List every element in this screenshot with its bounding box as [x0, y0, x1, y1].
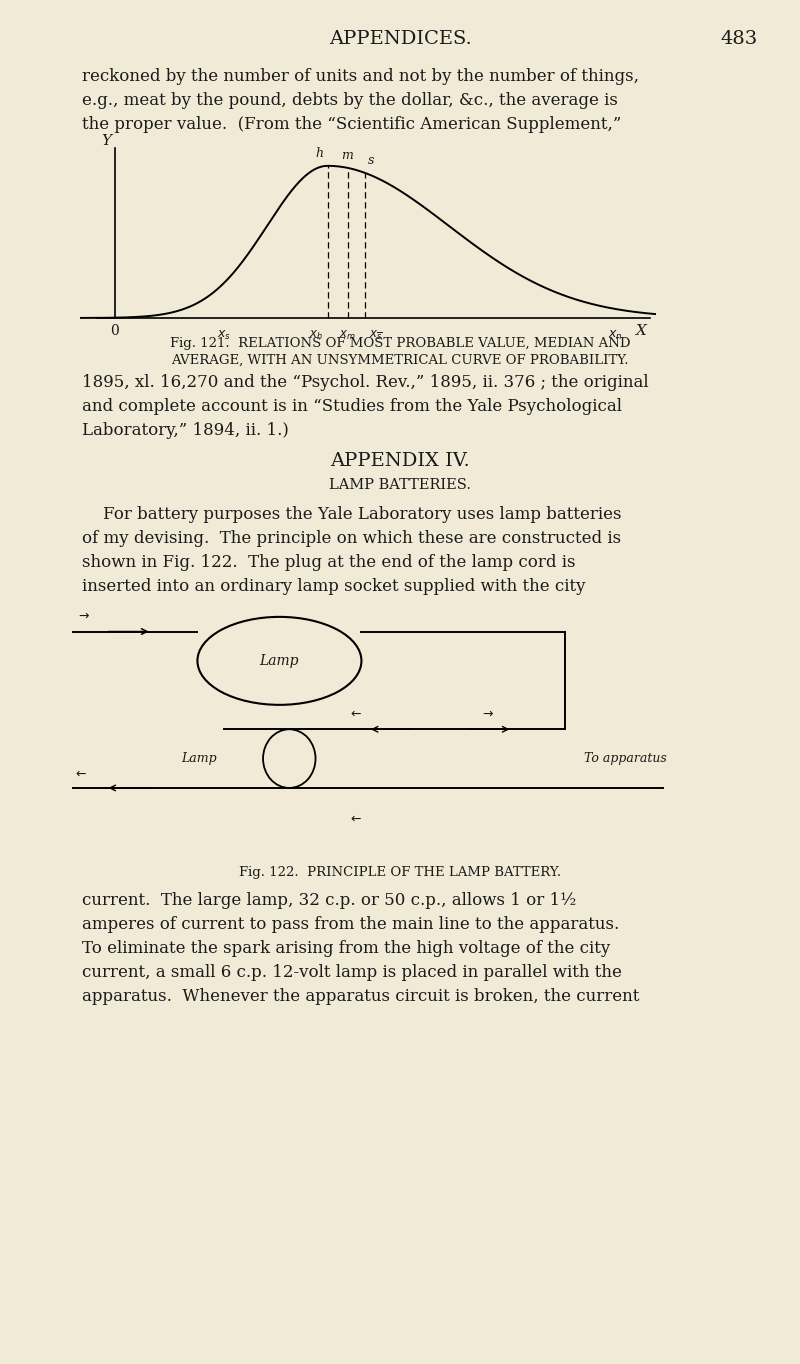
Text: Y: Y	[101, 134, 111, 147]
Text: 1895, xl. 16,270 and the “Psychol. Rev.,” 1895, ii. 376 ; the original: 1895, xl. 16,270 and the “Psychol. Rev.,…	[82, 374, 649, 391]
Text: the proper value.  (From the “Scientific American Supplement,”: the proper value. (From the “Scientific …	[82, 116, 622, 134]
Text: amperes of current to pass from the main line to the apparatus.: amperes of current to pass from the main…	[82, 917, 619, 933]
Text: $x_m$: $x_m$	[339, 329, 356, 342]
Text: 483: 483	[720, 30, 758, 48]
Text: To eliminate the spark arising from the high voltage of the city: To eliminate the spark arising from the …	[82, 940, 610, 958]
Text: Laboratory,” 1894, ii. 1.): Laboratory,” 1894, ii. 1.)	[82, 421, 289, 439]
Text: Fig. 122.  PRINCIPLE OF THE LAMP BATTERY.: Fig. 122. PRINCIPLE OF THE LAMP BATTERY.	[239, 866, 561, 878]
Text: m: m	[341, 149, 353, 162]
Text: apparatus.  Whenever the apparatus circuit is broken, the current: apparatus. Whenever the apparatus circui…	[82, 988, 639, 1005]
Text: $\leftarrow$: $\leftarrow$	[348, 812, 362, 825]
Text: and complete account is in “Studies from the Yale Psychological: and complete account is in “Studies from…	[82, 398, 622, 415]
Text: APPENDIX IV.: APPENDIX IV.	[330, 451, 470, 471]
Text: Lamp: Lamp	[182, 752, 217, 765]
Text: current, a small 6 c.p. 12-volt lamp is placed in parallel with the: current, a small 6 c.p. 12-volt lamp is …	[82, 964, 622, 981]
Text: For battery purposes the Yale Laboratory uses lamp batteries: For battery purposes the Yale Laboratory…	[82, 506, 622, 522]
Text: inserted into an ordinary lamp socket supplied with the city: inserted into an ordinary lamp socket su…	[82, 578, 586, 595]
Text: h: h	[315, 147, 323, 160]
Text: reckoned by the number of units and not by the number of things,: reckoned by the number of units and not …	[82, 68, 639, 85]
Text: shown in Fig. 122.  The plug at the end of the lamp cord is: shown in Fig. 122. The plug at the end o…	[82, 554, 575, 572]
Text: current.  The large lamp, 32 c.p. or 50 c.p., allows 1 or 1½: current. The large lamp, 32 c.p. or 50 c…	[82, 892, 576, 908]
Text: $\leftarrow$: $\leftarrow$	[348, 707, 362, 720]
Text: $\rightarrow$: $\rightarrow$	[76, 608, 90, 622]
Text: of my devising.  The principle on which these are constructed is: of my devising. The principle on which t…	[82, 531, 621, 547]
Text: APPENDICES.: APPENDICES.	[329, 30, 471, 48]
Text: $\rightarrow$: $\rightarrow$	[479, 707, 494, 720]
Text: $x_n$: $x_n$	[608, 329, 623, 342]
Text: e.g., meat by the pound, debts by the dollar, &c., the average is: e.g., meat by the pound, debts by the do…	[82, 91, 618, 109]
Text: AVERAGE, WITH AN UNSYMMETRICAL CURVE OF PROBABILITY.: AVERAGE, WITH AN UNSYMMETRICAL CURVE OF …	[171, 355, 629, 367]
Text: LAMP BATTERIES.: LAMP BATTERIES.	[329, 477, 471, 492]
Text: To apparatus: To apparatus	[585, 752, 667, 765]
Text: $x_h$: $x_h$	[309, 329, 323, 342]
Text: $\leftarrow$: $\leftarrow$	[73, 767, 87, 779]
Text: s: s	[367, 154, 374, 166]
Text: $x_{\overline{s}}$: $x_{\overline{s}}$	[369, 329, 382, 342]
Text: 0: 0	[110, 325, 118, 338]
Text: Lamp: Lamp	[260, 653, 299, 668]
Text: X: X	[636, 325, 646, 338]
Text: Fig. 121.  RELATIONS OF MOST PROBABLE VALUE, MEDIAN AND: Fig. 121. RELATIONS OF MOST PROBABLE VAL…	[170, 337, 630, 351]
Text: $x_s$: $x_s$	[217, 329, 231, 342]
